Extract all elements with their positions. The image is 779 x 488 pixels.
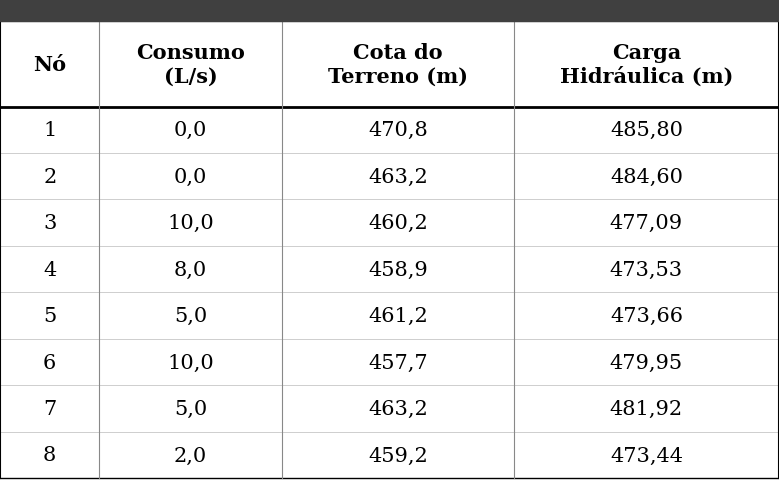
Text: 484,60: 484,60: [610, 167, 683, 186]
Text: 10,0: 10,0: [167, 353, 214, 372]
Text: Consumo
(L/s): Consumo (L/s): [136, 43, 245, 86]
Text: 7: 7: [43, 399, 56, 418]
Text: 477,09: 477,09: [610, 214, 683, 233]
Text: 1: 1: [43, 121, 56, 140]
Text: 459,2: 459,2: [368, 446, 428, 465]
Text: 473,44: 473,44: [610, 446, 683, 465]
Text: 463,2: 463,2: [368, 167, 428, 186]
Text: 8,0: 8,0: [174, 260, 207, 279]
Bar: [0, 0, 779, 22]
Text: 5,0: 5,0: [174, 306, 207, 325]
Text: 5,0: 5,0: [174, 399, 207, 418]
Text: 3: 3: [43, 214, 56, 233]
Text: Nó: Nó: [33, 55, 66, 75]
Text: 479,95: 479,95: [610, 353, 683, 372]
Text: Carga
Hidráulica (m): Carga Hidráulica (m): [560, 43, 733, 86]
Text: 5: 5: [43, 306, 56, 325]
Text: 2,0: 2,0: [174, 446, 207, 465]
Text: 0,0: 0,0: [174, 167, 207, 186]
Text: 470,8: 470,8: [368, 121, 428, 140]
Text: 0,0: 0,0: [174, 121, 207, 140]
Text: 485,80: 485,80: [610, 121, 683, 140]
Text: 457,7: 457,7: [368, 353, 428, 372]
Text: 8: 8: [43, 446, 56, 465]
Text: 10,0: 10,0: [167, 214, 214, 233]
Text: 461,2: 461,2: [368, 306, 428, 325]
Text: Cota do
Terreno (m): Cota do Terreno (m): [328, 43, 467, 86]
Text: 463,2: 463,2: [368, 399, 428, 418]
Text: 458,9: 458,9: [368, 260, 428, 279]
Text: 473,53: 473,53: [610, 260, 683, 279]
Text: 2: 2: [43, 167, 56, 186]
Text: 4: 4: [43, 260, 56, 279]
Text: 481,92: 481,92: [610, 399, 683, 418]
Text: 6: 6: [43, 353, 56, 372]
Text: 473,66: 473,66: [610, 306, 683, 325]
Text: 460,2: 460,2: [368, 214, 428, 233]
